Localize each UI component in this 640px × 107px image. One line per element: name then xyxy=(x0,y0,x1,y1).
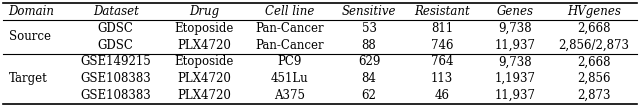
Text: 62: 62 xyxy=(362,89,376,102)
Text: 88: 88 xyxy=(362,39,376,52)
Text: Etoposide: Etoposide xyxy=(175,22,234,35)
Text: Source: Source xyxy=(8,30,51,43)
Text: PLX4720: PLX4720 xyxy=(177,89,231,102)
Text: HVgenes: HVgenes xyxy=(567,5,621,18)
Text: 629: 629 xyxy=(358,55,380,68)
Text: 2,873: 2,873 xyxy=(577,89,611,102)
Text: 811: 811 xyxy=(431,22,453,35)
Text: PLX4720: PLX4720 xyxy=(177,72,231,85)
Text: 2,856/2,873: 2,856/2,873 xyxy=(559,39,630,52)
Text: 2,856: 2,856 xyxy=(577,72,611,85)
Text: Sensitive: Sensitive xyxy=(342,5,396,18)
Text: 11,937: 11,937 xyxy=(494,89,535,102)
Text: Drug: Drug xyxy=(189,5,220,18)
Text: 2,668: 2,668 xyxy=(577,22,611,35)
Text: GDSC: GDSC xyxy=(98,39,134,52)
Text: 746: 746 xyxy=(431,39,453,52)
Text: PC9: PC9 xyxy=(278,55,302,68)
Text: GSE149215: GSE149215 xyxy=(80,55,151,68)
Text: Etoposide: Etoposide xyxy=(175,55,234,68)
Text: 451Lu: 451Lu xyxy=(271,72,308,85)
Text: 46: 46 xyxy=(435,89,449,102)
Text: 2,668: 2,668 xyxy=(577,55,611,68)
Text: 11,937: 11,937 xyxy=(494,39,535,52)
Text: 764: 764 xyxy=(431,55,453,68)
Text: 53: 53 xyxy=(362,22,376,35)
Text: 113: 113 xyxy=(431,72,453,85)
Text: Genes: Genes xyxy=(497,5,533,18)
Text: 9,738: 9,738 xyxy=(498,22,532,35)
Text: PLX4720: PLX4720 xyxy=(177,39,231,52)
Text: A375: A375 xyxy=(275,89,305,102)
Text: 9,738: 9,738 xyxy=(498,55,532,68)
Text: Pan-Cancer: Pan-Cancer xyxy=(255,39,324,52)
Text: Dataset: Dataset xyxy=(93,5,139,18)
Text: Cell line: Cell line xyxy=(265,5,315,18)
Text: GSE108383: GSE108383 xyxy=(80,89,151,102)
Text: GSE108383: GSE108383 xyxy=(80,72,151,85)
Text: Domain: Domain xyxy=(8,5,54,18)
Text: Target: Target xyxy=(8,72,47,85)
Text: 84: 84 xyxy=(362,72,376,85)
Text: Pan-Cancer: Pan-Cancer xyxy=(255,22,324,35)
Text: Resistant: Resistant xyxy=(414,5,470,18)
Text: GDSC: GDSC xyxy=(98,22,134,35)
Text: 1,1937: 1,1937 xyxy=(494,72,535,85)
